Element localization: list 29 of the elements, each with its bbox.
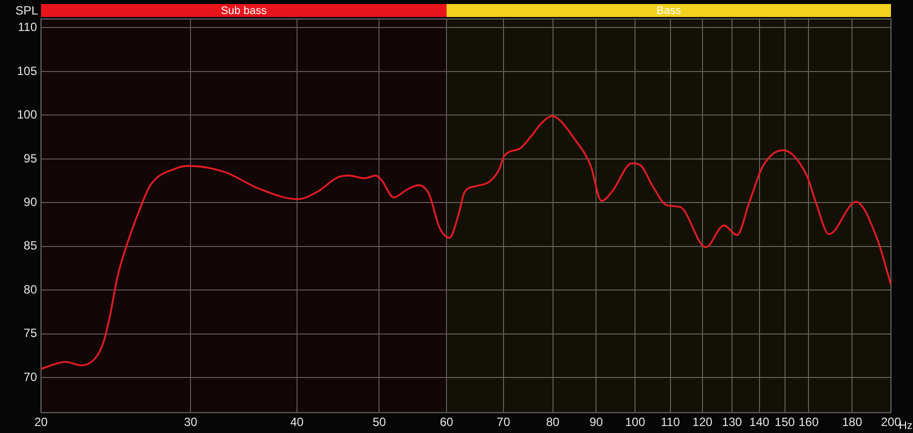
band-label: Sub bass <box>220 5 268 18</box>
y-tick-label: 105 <box>16 64 38 78</box>
y-tick-label: 70 <box>24 370 38 384</box>
x-tick-label: 180 <box>842 415 862 430</box>
x-tick-label: 140 <box>749 415 770 430</box>
x-tick-label: 80 <box>546 415 560 430</box>
y-tick-label: 75 <box>24 326 38 340</box>
x-tick-label: 50 <box>372 415 386 430</box>
y-tick-label: 85 <box>24 238 38 253</box>
x-tick-label: 150 <box>774 415 796 430</box>
x-tick-label: 30 <box>184 415 198 430</box>
x-axis-title: Hz <box>899 420 912 432</box>
x-tick-label: 40 <box>290 415 304 430</box>
x-tick-label: 160 <box>798 415 819 430</box>
y-tick-label: 110 <box>18 20 38 34</box>
y-tick-label: 95 <box>24 151 38 166</box>
y-axis-title: SPL <box>15 3 38 18</box>
x-tick-label: 70 <box>496 415 510 430</box>
x-tick-label: 120 <box>692 415 713 430</box>
y-tick-label: 100 <box>16 108 38 122</box>
y-tick-label: 90 <box>24 194 38 209</box>
x-tick-label: 110 <box>660 415 680 430</box>
band-label: Bass <box>656 5 682 18</box>
x-tick-label: 130 <box>722 415 742 430</box>
x-tick-label: 20 <box>34 415 48 430</box>
y-tick-label: 80 <box>24 282 38 296</box>
x-tick-label: 60 <box>440 415 454 430</box>
x-tick-label: 100 <box>625 415 646 430</box>
x-tick-label: 90 <box>590 415 604 430</box>
